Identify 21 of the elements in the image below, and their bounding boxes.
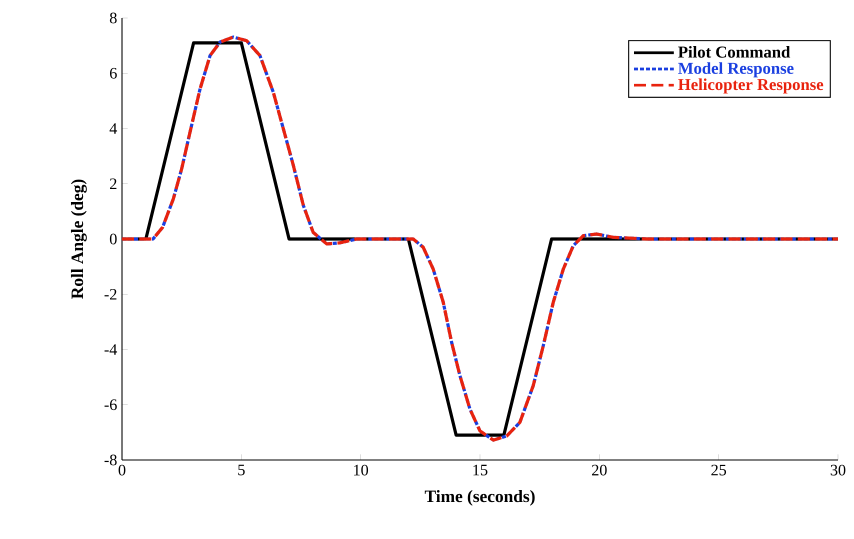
y-tick-label: 2 <box>110 178 116 190</box>
x-tick-label: 20 <box>592 464 607 476</box>
x-tick-label: 10 <box>354 464 368 476</box>
x-tick-label: 25 <box>711 464 726 476</box>
x-axis-title: Time (seconds) <box>424 490 535 506</box>
legend-label: Helicopter Response <box>678 78 824 94</box>
x-tick-label: 0 <box>118 464 126 476</box>
y-tick-label: -4 <box>104 344 118 355</box>
y-tick-label: 8 <box>110 12 117 24</box>
y-tick-label: -8 <box>104 454 117 466</box>
x-tick-label: 15 <box>473 464 488 476</box>
y-axis-title: Roll Angle (deg) <box>70 180 87 299</box>
y-tick-label: 0 <box>110 234 117 244</box>
legend-label: Model Response <box>678 62 794 78</box>
y-tick-label: 4 <box>110 123 118 134</box>
x-tick-label: 5 <box>238 464 245 476</box>
x-tick-label: 30 <box>830 464 846 476</box>
y-tick-label: -2 <box>104 288 116 300</box>
legend-label: Pilot Command <box>678 46 790 58</box>
y-tick-label: -6 <box>104 399 117 410</box>
y-tick-label: 6 <box>110 68 117 79</box>
